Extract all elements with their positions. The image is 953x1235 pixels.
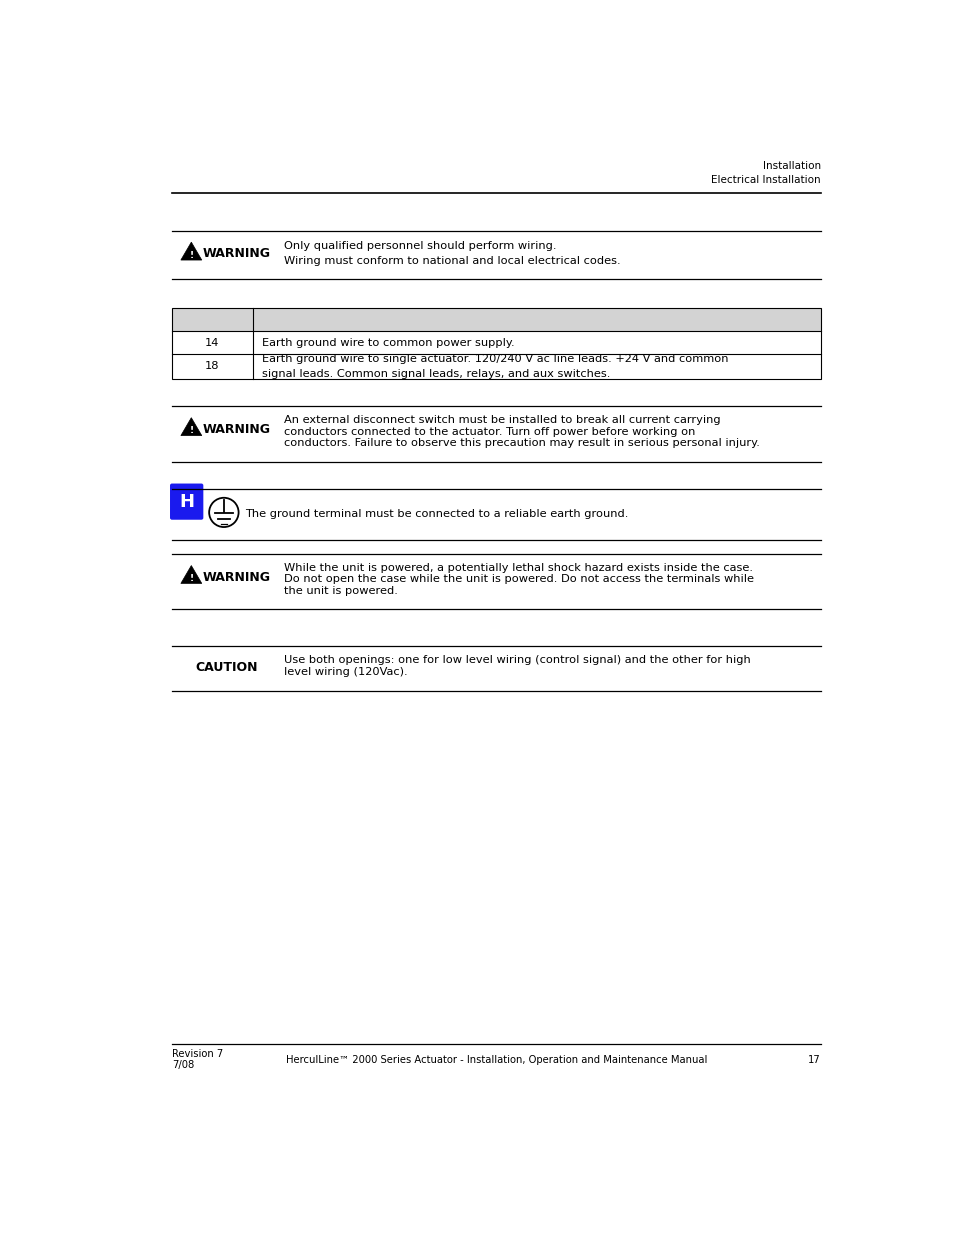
Text: !: ! [189,426,193,435]
Text: !: ! [189,251,193,259]
Bar [172,308,820,379]
Text: Revision 7: Revision 7 [172,1050,223,1060]
Polygon shape [181,417,202,436]
Text: level wiring (120Vac).: level wiring (120Vac). [283,667,407,677]
Text: An external disconnect switch must be installed to break all current carrying: An external disconnect switch must be in… [283,415,720,425]
Text: Installation: Installation [761,162,820,172]
Text: The ground terminal must be connected to a reliable earth ground.: The ground terminal must be connected to… [245,509,627,519]
Polygon shape [181,242,202,261]
Text: Earth ground wire to single actuator. 120/240 V ac line leads. +24 V and common: Earth ground wire to single actuator. 12… [261,353,727,364]
Text: WARNING: WARNING [203,247,271,261]
Text: 18: 18 [205,362,219,372]
FancyBboxPatch shape [170,484,203,520]
Text: Use both openings: one for low level wiring (control signal) and the other for h: Use both openings: one for low level wir… [283,656,749,666]
Text: Earth ground wire to common power supply.: Earth ground wire to common power supply… [261,337,514,347]
Text: conductors. Failure to observe this precaution may result in serious personal in: conductors. Failure to observe this prec… [283,438,759,448]
Text: the unit is powered.: the unit is powered. [283,585,397,597]
Text: conductors connected to the actuator. Turn off power before working on: conductors connected to the actuator. Tu… [283,426,694,436]
Text: 17: 17 [807,1055,820,1065]
Text: 14: 14 [205,337,219,347]
Polygon shape [181,566,202,583]
Text: signal leads. Common signal leads, relays, and aux switches.: signal leads. Common signal leads, relay… [261,369,610,379]
Text: !: ! [189,574,193,583]
Text: Wiring must conform to national and local electrical codes.: Wiring must conform to national and loca… [283,257,619,267]
Text: HerculLine™ 2000 Series Actuator - Installation, Operation and Maintenance Manua: HerculLine™ 2000 Series Actuator - Insta… [285,1055,706,1065]
Text: Electrical Installation: Electrical Installation [710,175,820,185]
Text: H: H [179,493,194,510]
Bar [172,308,820,331]
Text: CAUTION: CAUTION [194,662,257,674]
Text: Do not open the case while the unit is powered. Do not access the terminals whil: Do not open the case while the unit is p… [283,574,753,584]
Text: WARNING: WARNING [203,422,271,436]
Text: 7/08: 7/08 [172,1061,194,1071]
Text: While the unit is powered, a potentially lethal shock hazard exists inside the c: While the unit is powered, a potentially… [283,563,752,573]
Text: Only qualified personnel should perform wiring.: Only qualified personnel should perform … [283,241,556,251]
Text: WARNING: WARNING [203,571,271,584]
